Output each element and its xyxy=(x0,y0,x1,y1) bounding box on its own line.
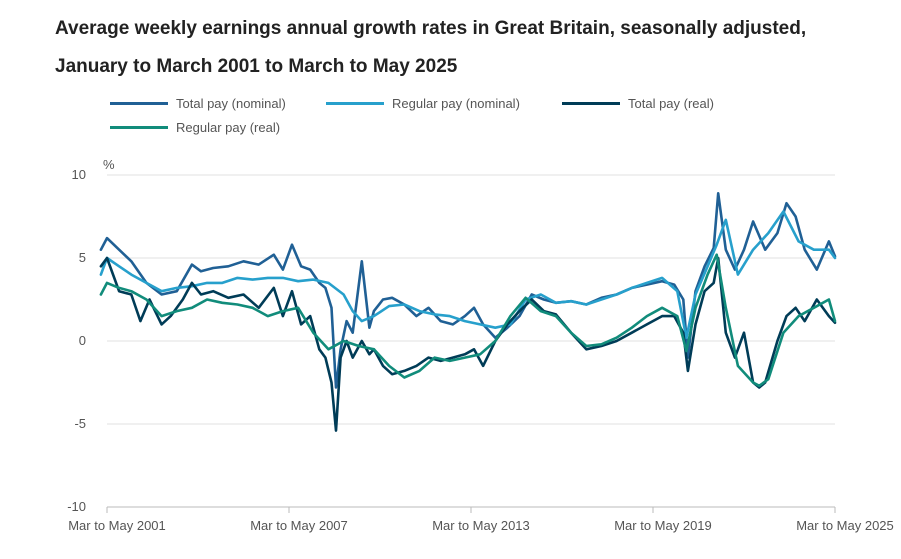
x-tick-label: Mar to May 2025 xyxy=(796,518,894,533)
y-tick-label: -5 xyxy=(74,416,86,431)
legend-label: Total pay (nominal) xyxy=(176,96,286,111)
y-tick-label: 10 xyxy=(72,167,86,182)
x-tick-label: Mar to May 2013 xyxy=(432,518,530,533)
x-axis: Mar to May 2001 Mar to May 2007 Mar to May… xyxy=(68,507,894,533)
series-line-total-pay-real xyxy=(99,256,837,432)
series-lines xyxy=(99,192,837,432)
y-axis: 10 5 0 -5 -10 xyxy=(67,167,86,514)
gridlines xyxy=(107,174,835,508)
legend-item-total-pay-real[interactable]: Total pay (real) xyxy=(562,96,714,111)
legend-label: Total pay (real) xyxy=(628,96,714,111)
y-axis-unit: % xyxy=(103,157,115,172)
legend-item-total-pay-nominal[interactable]: Total pay (nominal) xyxy=(110,96,286,111)
series-line-regular-pay-nominal xyxy=(99,210,837,339)
legend-swatch xyxy=(562,102,620,105)
y-tick-label: 5 xyxy=(79,250,86,265)
series-line-regular-pay-real xyxy=(99,253,837,388)
legend-label: Regular pay (real) xyxy=(176,120,281,135)
legend-item-regular-pay-nominal[interactable]: Regular pay (nominal) xyxy=(326,96,520,111)
y-tick-label: 0 xyxy=(79,333,86,348)
legend-swatch xyxy=(110,102,168,105)
x-tick-label: Mar to May 2007 xyxy=(250,518,348,533)
x-tick-label: Mar to May 2019 xyxy=(614,518,712,533)
legend-label: Regular pay (nominal) xyxy=(392,96,520,111)
chart-title: Average weekly earnings annual growth ra… xyxy=(55,18,807,77)
legend-swatch xyxy=(110,126,168,129)
y-tick-label: -10 xyxy=(67,499,86,514)
legend-item-regular-pay-real[interactable]: Regular pay (real) xyxy=(110,120,280,135)
legend-swatch xyxy=(326,102,384,105)
x-tick-label: Mar to May 2001 xyxy=(68,518,166,533)
